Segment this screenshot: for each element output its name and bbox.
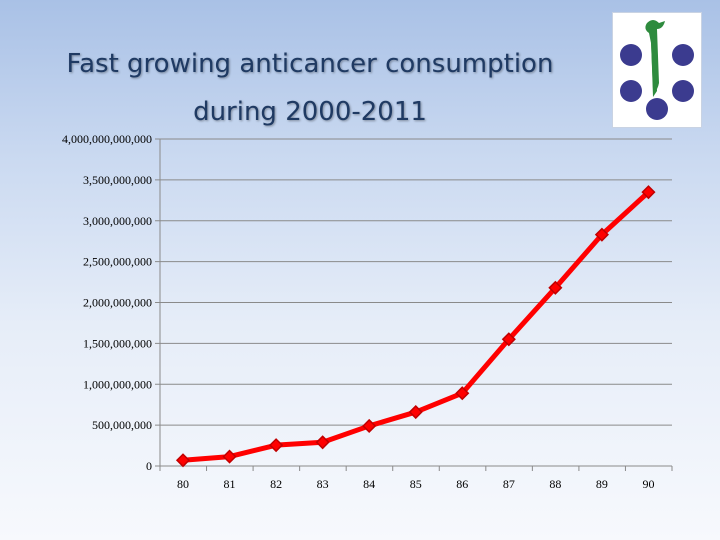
x-tick-label: 80 <box>177 477 189 491</box>
data-point <box>269 438 284 453</box>
data-point <box>455 386 470 401</box>
data-point <box>175 453 191 468</box>
x-tick-label: 87 <box>503 477 515 491</box>
logo-dot <box>620 44 642 66</box>
x-tick-label: 84 <box>363 477 375 491</box>
data-point <box>315 435 330 450</box>
title-line-1: Fast growing anticancer consumption <box>66 49 554 79</box>
data-point <box>641 185 656 200</box>
data-point <box>362 418 377 434</box>
x-tick-label: 90 <box>642 477 654 491</box>
page-title: Fast growing anticancer consumption duri… <box>20 40 600 136</box>
organization-logo <box>612 12 702 128</box>
logo-dot <box>620 80 642 102</box>
y-tick-labels: 0 500,000,000 1,000,000,000 1,500,000,000 2,… <box>62 132 152 473</box>
x-tick-label: 83 <box>317 477 329 491</box>
y-tick-label: 4,000,000,000,000 <box>62 132 152 146</box>
y-tick-label: 2,000,000,000 <box>83 296 152 310</box>
data-point <box>548 280 563 295</box>
y-tick-label: 3,500,000,000 <box>83 173 152 187</box>
x-tick-label: 82 <box>270 477 282 491</box>
x-tick-labels: 80 81 82 83 84 85 86 87 88 89 90 <box>177 477 654 491</box>
y-tick-label: 1,500,000,000 <box>83 336 152 350</box>
logo-dot <box>672 44 694 66</box>
x-tick-label: 86 <box>456 477 468 491</box>
logo-dot <box>646 98 668 120</box>
data-point <box>222 449 237 464</box>
data-point <box>408 404 423 420</box>
series-consumption <box>175 185 656 468</box>
data-point <box>501 332 516 347</box>
logo-stem-shape <box>651 39 657 97</box>
y-tick-label: 500,000,000 <box>92 418 152 432</box>
y-tick-label: 0 <box>146 459 152 473</box>
x-tick-label: 89 <box>596 477 608 491</box>
x-tick-label: 88 <box>549 477 561 491</box>
y-tick-label: 1,000,000,000 <box>83 377 152 391</box>
y-tick-label: 3,000,000,000 <box>83 214 152 228</box>
title-line-2: during 2000-2011 <box>193 97 427 127</box>
x-tick-label: 81 <box>224 477 236 491</box>
series-line <box>182 190 651 463</box>
data-point <box>594 227 609 242</box>
leaf-and-dots-logo-icon <box>620 20 694 120</box>
y-tick-label: 2,500,000,000 <box>83 255 152 269</box>
axes <box>155 138 673 471</box>
x-tick-label: 85 <box>410 477 422 491</box>
logo-dot <box>672 80 694 102</box>
grid-lines <box>160 138 672 426</box>
